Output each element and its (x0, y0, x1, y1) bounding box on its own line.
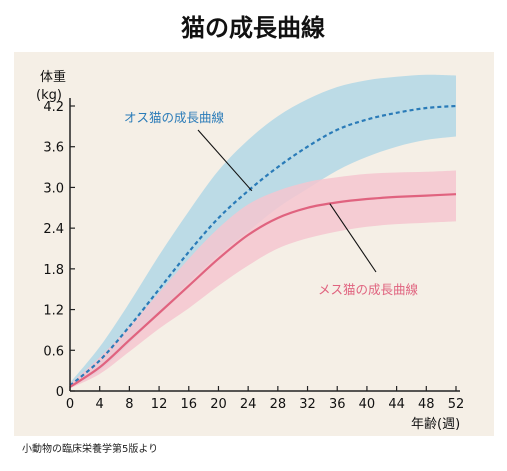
x-tick-label: 32 (299, 397, 316, 412)
y-tick-label: 3.0 (43, 181, 64, 196)
x-tick-label: 40 (359, 397, 376, 412)
y-axis-label-line2: (kg) (36, 88, 62, 103)
source-note: 小動物の臨床栄養学第5版より (22, 442, 158, 455)
x-tick-label: 4 (96, 397, 104, 412)
male-annotation-leader (197, 129, 253, 192)
female-curve-annotation: メス猫の成長曲線 (318, 282, 419, 297)
y-tick-label: 0 (56, 385, 64, 400)
ticks-group: 00.61.21.82.43.03.64.20 4 8 12 16 20 24 28 32 36 4… (43, 100, 464, 412)
y-tick-label: 4.2 (43, 100, 64, 115)
x-tick-label: 8 (125, 397, 133, 412)
x-axis-label: 年齢(週) (411, 417, 460, 432)
male-range-band (70, 74, 456, 388)
x-tick-label: 44 (388, 397, 405, 412)
x-tick-label: 12 (151, 397, 168, 412)
male-curve-annotation: オス猫の成長曲線 (124, 110, 225, 125)
x-tick-label: 0 (66, 397, 74, 412)
x-tick-label: 24 (240, 397, 257, 412)
x-tick-label: 36 (329, 397, 346, 412)
female-growth-line (69, 193, 457, 388)
x-tick-label: 28 (270, 397, 287, 412)
lines-group (69, 104, 457, 388)
x-tick-label: 48 (418, 397, 435, 412)
x-tick-label: 20 (210, 397, 227, 412)
y-axis-label-line1: 体重 (40, 69, 66, 85)
y-tick-label: 1.2 (43, 304, 64, 319)
y-tick-label: 2.4 (43, 222, 64, 237)
female-annotation-leader (329, 203, 377, 273)
female-range-band (70, 170, 456, 389)
y-tick-label: 3.6 (43, 141, 64, 156)
y-tick-label: 1.8 (43, 263, 64, 278)
bands-group (70, 74, 456, 389)
chart-title: 猫の成長曲線 (181, 14, 325, 42)
x-tick-label: 16 (180, 397, 197, 412)
y-tick-label: 0.6 (43, 344, 64, 359)
x-tick-label: 52 (448, 397, 465, 412)
